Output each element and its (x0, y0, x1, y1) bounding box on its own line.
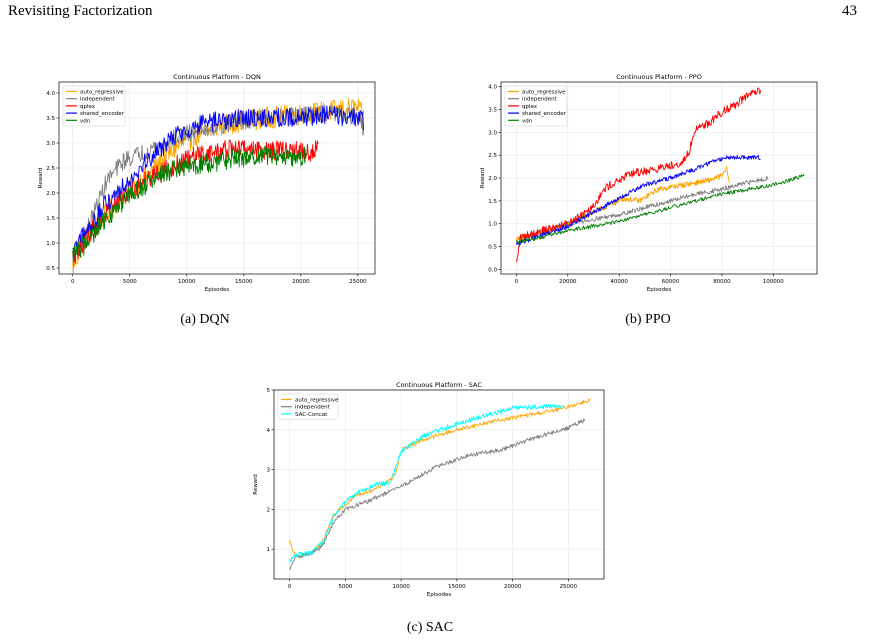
y-tick-label: 4.0 (488, 85, 497, 91)
series-line-auto_regressive (289, 398, 591, 559)
series-line-SAC-Concat (289, 403, 564, 563)
x-tick-label: 5000 (123, 279, 137, 285)
x-tick-label: 15000 (235, 279, 253, 285)
series-line-independent (516, 175, 769, 244)
y-tick-label: 4 (267, 428, 271, 434)
plot-frame (273, 389, 605, 580)
plot-frame (58, 81, 376, 275)
caption-dqn: (a) DQN (180, 312, 230, 327)
x-axis-label: Episodes (427, 592, 452, 598)
legend-label-SAC-Concat: SAC-Concat (295, 412, 328, 418)
x-tick-label: 80000 (713, 279, 731, 285)
y-tick-label: 3 (267, 468, 271, 474)
legend-label-shared_encoder: shared_encoder (522, 111, 567, 117)
x-tick-label: 100000 (763, 279, 784, 285)
x-axis-label: Episodes (647, 287, 672, 293)
y-axis-label: Reward (38, 168, 44, 188)
y-tick-label: 5 (267, 388, 271, 394)
legend-label-independent: independent (522, 97, 558, 103)
chart-title: Continuous Platform - SAC (396, 381, 482, 389)
legend-label-shared_encoder: shared_encoder (80, 111, 125, 117)
x-tick-label: 0 (288, 584, 292, 590)
ppo-chart: 0 20000 40000 60000 80000 100000 0.0 0.5 1.0 1.5 2… (475, 70, 821, 293)
chart-title: Continuous Platform - PPO (616, 73, 702, 81)
y-tick-label: 0.5 (488, 245, 497, 251)
series-line-independent (72, 104, 365, 266)
legend: auto_regressiveindependentqplexshared_en… (62, 85, 126, 127)
y-tick-label: 2.0 (46, 191, 55, 197)
legend: auto_regressiveindependentqplexshared_en… (504, 85, 568, 127)
y-tick-label: 4.0 (46, 91, 55, 97)
y-tick-label: 2.0 (488, 176, 497, 182)
x-tick-label: 20000 (504, 584, 522, 590)
y-tick-label: 1.0 (46, 241, 55, 247)
y-tick-label: 2.5 (46, 166, 55, 172)
legend-label-vdn: vdn (522, 118, 533, 124)
x-axis-label: Episodes (205, 287, 230, 293)
legend-box (277, 393, 339, 420)
dqn-chart: 0 5000 10000 15000 20000 25000 0.5 1.0 1.5 2.0 2.5… (35, 70, 379, 293)
y-tick-label: 0.0 (488, 267, 497, 273)
x-tick-label: 20000 (559, 279, 577, 285)
series-line-independent (289, 418, 586, 571)
legend-box (62, 85, 126, 127)
y-tick-label: 1.0 (488, 222, 497, 228)
y-axis-label: Reward (253, 474, 259, 494)
y-tick-label: 2 (267, 507, 271, 513)
chart-title: Continuous Platform - DQN (173, 73, 261, 81)
series-line-vdn (515, 174, 805, 244)
x-tick-label: 10000 (178, 279, 196, 285)
legend-label-qplex: qplex (522, 104, 538, 110)
series-line-shared_encoder (515, 154, 761, 246)
legend-box (504, 85, 568, 127)
x-tick-label: 20000 (292, 279, 310, 285)
legend-label-independent: independent (80, 97, 116, 103)
x-tick-label: 10000 (392, 584, 410, 590)
legend-label-vdn: vdn (80, 118, 91, 124)
running-header-title: Revisiting Factorization (8, 3, 153, 19)
legend-label-independent: independent (295, 405, 331, 411)
y-tick-label: 0.5 (46, 266, 55, 272)
legend-label-qplex: qplex (80, 104, 96, 110)
x-tick-label: 5000 (338, 584, 352, 590)
series-line-qplex (515, 87, 761, 263)
x-tick-label: 25000 (349, 279, 367, 285)
x-tick-label: 40000 (610, 279, 628, 285)
y-tick-label: 1 (267, 547, 271, 553)
y-tick-label: 3.5 (488, 107, 497, 113)
legend-label-auto_regressive: auto_regressive (295, 398, 339, 404)
y-tick-label: 3.0 (46, 141, 55, 147)
x-tick-label: 25000 (560, 584, 578, 590)
caption-sac: (c) SAC (406, 620, 454, 635)
y-tick-label: 1.5 (488, 199, 497, 205)
y-axis-label: Reward (480, 168, 486, 188)
page-number: 43 (842, 3, 857, 19)
sac-chart: 0 5000 10000 15000 20000 25000 1 2 3 4 5 Continuous… (252, 378, 608, 603)
y-tick-label: 1.5 (46, 216, 55, 222)
legend-label-auto_regressive: auto_regressive (522, 90, 566, 96)
y-tick-label: 2.5 (488, 153, 497, 159)
x-tick-label: 60000 (662, 279, 680, 285)
legend-label-auto_regressive: auto_regressive (80, 90, 124, 96)
series-line-shared_encoder (72, 105, 365, 253)
y-tick-label: 3.5 (46, 116, 55, 122)
caption-ppo: (b) PPO (625, 312, 671, 327)
series-line-vdn (72, 145, 307, 264)
x-tick-label: 15000 (448, 584, 466, 590)
x-tick-label: 0 (71, 279, 75, 285)
y-tick-label: 3.0 (488, 130, 497, 136)
series-line-auto_regressive (515, 166, 731, 243)
x-tick-label: 0 (515, 279, 519, 285)
